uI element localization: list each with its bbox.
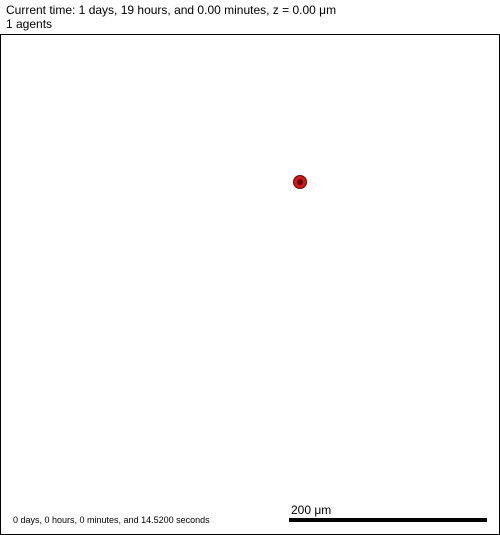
simulation-canvas: 0 days, 0 hours, 0 minutes, and 14.5200 … (0, 34, 500, 535)
current-time-text: Current time: 1 days, 19 hours, and 0.00… (6, 3, 337, 17)
scale-bar (289, 518, 487, 522)
elapsed-time-text: 0 days, 0 hours, 0 minutes, and 14.5200 … (13, 515, 210, 525)
agent-count-text: 1 agents (6, 17, 53, 31)
scale-bar-label: 200 μm (291, 503, 332, 517)
agent-cell-icon (293, 175, 307, 189)
agent-nucleus (297, 179, 303, 185)
simulation-header: Current time: 1 days, 19 hours, and 0.00… (6, 3, 336, 31)
